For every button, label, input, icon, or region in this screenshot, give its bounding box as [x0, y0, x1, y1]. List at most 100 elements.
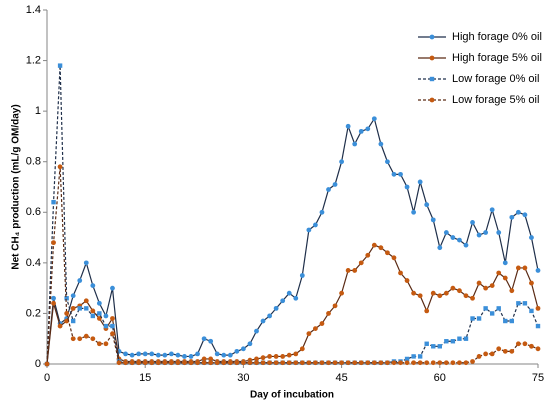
data-point — [457, 237, 462, 243]
data-point — [371, 242, 377, 248]
data-point — [123, 351, 128, 357]
data-point — [385, 360, 390, 366]
data-point — [411, 354, 416, 359]
y-tick-label: 0 — [35, 358, 41, 370]
data-point — [378, 141, 384, 147]
data-point — [411, 209, 417, 215]
data-point — [142, 360, 148, 366]
data-point — [437, 245, 443, 251]
data-point — [398, 171, 403, 177]
data-point — [463, 293, 469, 299]
data-point — [201, 360, 207, 366]
x-tick-label: 45 — [335, 372, 347, 384]
data-point — [70, 305, 76, 311]
data-point — [51, 300, 56, 306]
data-point — [509, 318, 515, 324]
y-tick-label: 0.8 — [26, 156, 41, 168]
data-point — [201, 336, 207, 342]
data-point — [90, 313, 96, 319]
data-point — [162, 360, 168, 366]
x-tick-label: 75 — [532, 372, 544, 384]
legend-label: Low forage 0% oil — [452, 73, 539, 85]
data-point — [358, 128, 364, 134]
data-point — [254, 360, 259, 366]
series-line — [46, 65, 539, 365]
data-point — [175, 352, 181, 358]
data-point — [64, 311, 70, 316]
data-point — [489, 207, 495, 213]
data-point — [286, 360, 292, 366]
data-point — [77, 306, 82, 311]
data-point — [227, 360, 233, 366]
data-point — [529, 280, 534, 286]
data-point — [463, 336, 469, 341]
data-point — [424, 308, 430, 314]
data-point — [444, 339, 449, 344]
data-point — [417, 354, 423, 359]
data-point — [515, 265, 521, 271]
data-point — [509, 348, 515, 354]
data-point — [70, 293, 76, 299]
y-tick-label: 0.4 — [26, 257, 41, 269]
data-point — [522, 301, 528, 306]
series-line — [46, 244, 539, 365]
data-point — [352, 360, 358, 366]
data-point — [208, 356, 214, 362]
data-point — [77, 336, 83, 342]
data-point — [267, 313, 272, 319]
data-point — [313, 360, 318, 366]
data-point — [208, 338, 214, 344]
data-point — [470, 316, 475, 321]
data-point — [64, 296, 69, 301]
legend-marker — [429, 97, 435, 103]
data-point — [326, 311, 331, 316]
data-point — [431, 344, 436, 349]
data-point — [227, 352, 233, 358]
data-point — [457, 288, 462, 294]
data-point — [195, 360, 200, 366]
data-point — [96, 300, 102, 306]
data-point — [503, 318, 508, 324]
data-point — [162, 352, 168, 358]
data-point — [365, 360, 371, 366]
data-point — [77, 278, 83, 283]
data-point — [96, 316, 102, 321]
data-point — [299, 346, 305, 352]
data-point — [443, 360, 449, 366]
data-point — [358, 360, 364, 366]
data-point — [437, 293, 443, 299]
data-point — [123, 360, 128, 366]
data-point — [365, 126, 371, 132]
data-point — [483, 351, 489, 357]
data-point — [280, 298, 286, 304]
data-point — [280, 354, 286, 359]
data-point — [509, 214, 515, 220]
data-point — [470, 220, 475, 225]
data-point — [103, 323, 109, 329]
data-point — [515, 209, 521, 215]
data-point — [83, 260, 89, 266]
data-point — [51, 295, 56, 301]
data-point — [293, 360, 299, 366]
y-axis-label: Net CH₄ production (mL/g OM/day) — [11, 104, 22, 269]
data-point — [457, 360, 462, 366]
data-point — [470, 359, 475, 364]
data-point — [404, 360, 410, 366]
data-point — [267, 354, 272, 359]
data-point — [489, 351, 495, 357]
data-point — [326, 360, 331, 366]
data-point — [424, 360, 430, 366]
y-tick-label: 0.2 — [26, 307, 41, 319]
series-line — [46, 117, 539, 365]
legend-label: Low forage 5% oil — [452, 94, 539, 106]
data-point — [149, 360, 155, 366]
data-point — [371, 360, 377, 366]
data-point — [391, 171, 397, 177]
data-point — [411, 290, 417, 296]
data-point — [319, 360, 325, 366]
data-point — [404, 184, 410, 190]
data-point — [247, 360, 253, 366]
data-point — [352, 141, 358, 147]
data-point — [299, 273, 305, 278]
